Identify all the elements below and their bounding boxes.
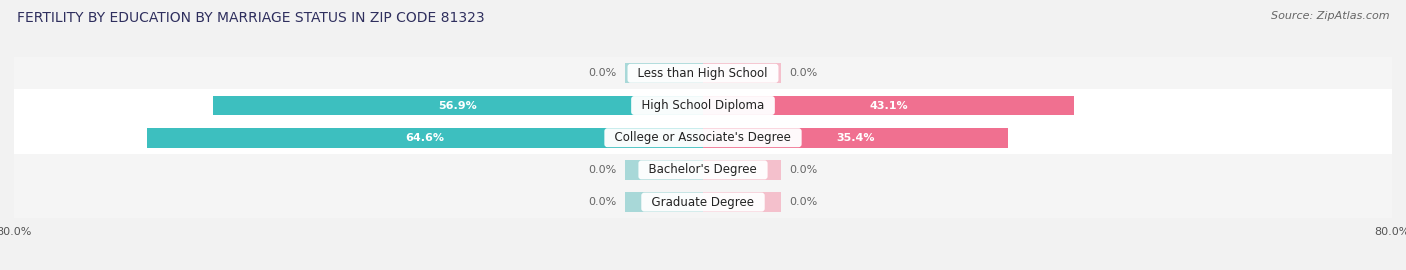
Bar [703, 96, 1074, 116]
Bar [14, 89, 1392, 122]
Bar [14, 186, 1392, 218]
Text: 0.0%: 0.0% [589, 197, 617, 207]
Text: 43.1%: 43.1% [869, 100, 908, 110]
Text: Graduate Degree: Graduate Degree [644, 195, 762, 209]
Bar [14, 154, 1392, 186]
Text: 0.0%: 0.0% [589, 165, 617, 175]
Bar [212, 96, 703, 116]
Bar [626, 160, 703, 180]
Text: 0.0%: 0.0% [589, 68, 617, 78]
Bar [626, 192, 703, 212]
Text: 0.0%: 0.0% [789, 197, 817, 207]
Text: Less than High School: Less than High School [630, 67, 776, 80]
Text: FERTILITY BY EDUCATION BY MARRIAGE STATUS IN ZIP CODE 81323: FERTILITY BY EDUCATION BY MARRIAGE STATU… [17, 11, 485, 25]
Bar [703, 63, 780, 83]
Text: 0.0%: 0.0% [789, 165, 817, 175]
Text: High School Diploma: High School Diploma [634, 99, 772, 112]
Text: College or Associate's Degree: College or Associate's Degree [607, 131, 799, 144]
Text: 64.6%: 64.6% [405, 133, 444, 143]
Text: 35.4%: 35.4% [837, 133, 875, 143]
Text: 0.0%: 0.0% [789, 68, 817, 78]
Bar [14, 57, 1392, 89]
Bar [14, 122, 1392, 154]
Bar [626, 63, 703, 83]
Text: Source: ZipAtlas.com: Source: ZipAtlas.com [1271, 11, 1389, 21]
Text: 56.9%: 56.9% [439, 100, 478, 110]
Bar [703, 128, 1008, 148]
Bar [146, 128, 703, 148]
Bar [703, 160, 780, 180]
Bar [703, 192, 780, 212]
Text: Bachelor's Degree: Bachelor's Degree [641, 163, 765, 176]
